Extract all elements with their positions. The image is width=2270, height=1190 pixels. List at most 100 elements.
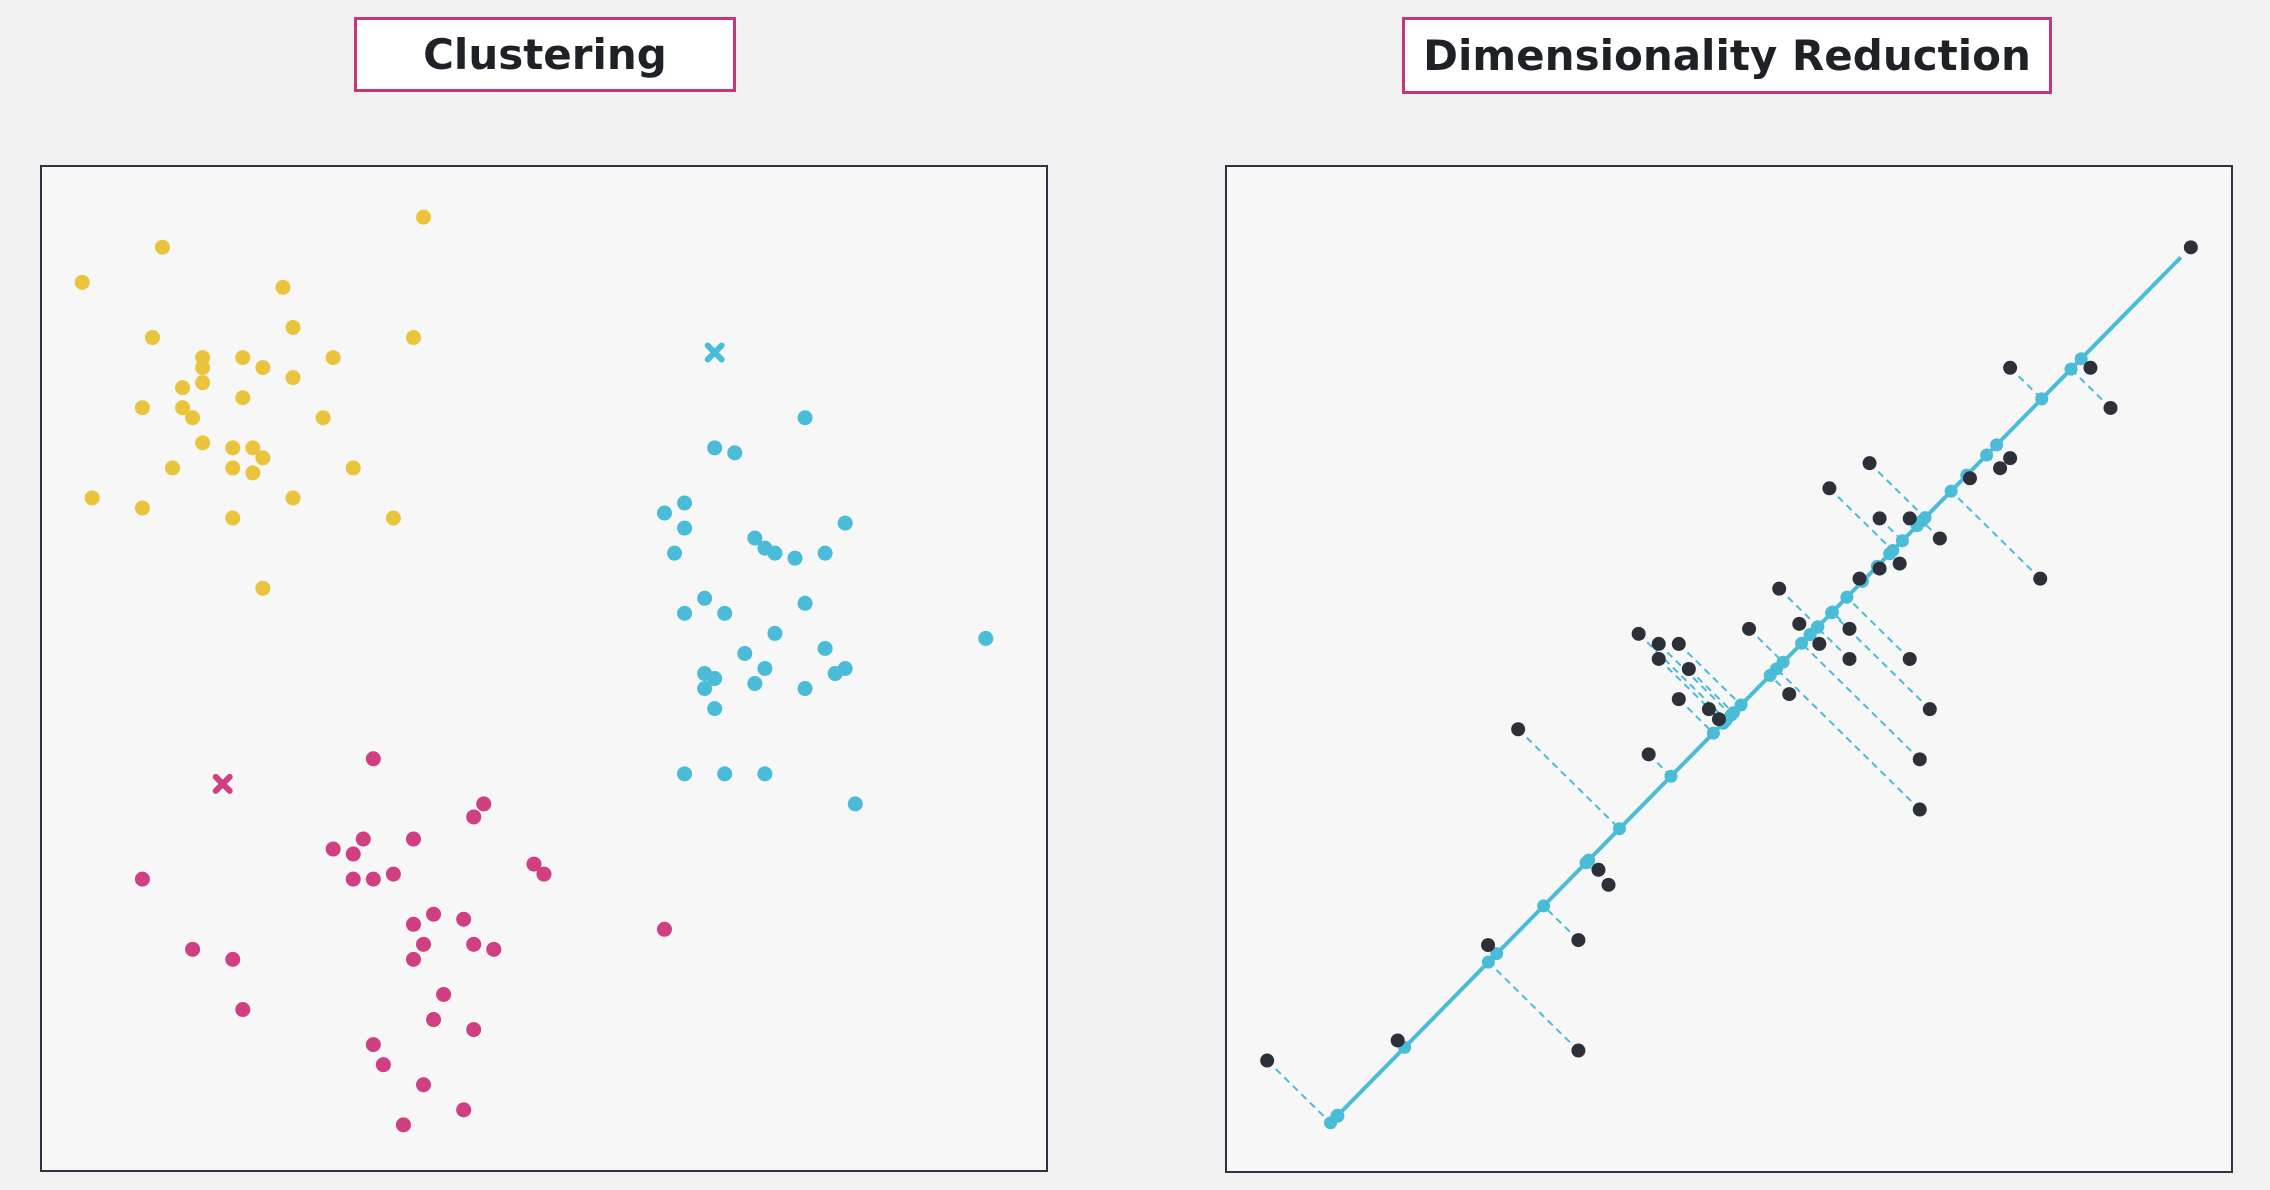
cyan-cluster-point bbox=[787, 550, 803, 566]
cyan-cluster-point bbox=[767, 625, 783, 641]
projection-connector bbox=[1800, 642, 1921, 761]
yellow-cluster-point bbox=[275, 279, 291, 295]
projection-connector bbox=[2009, 367, 2043, 400]
cyan-cluster-point bbox=[767, 545, 783, 561]
original-data-point bbox=[1932, 531, 1947, 546]
cyan-cluster-point bbox=[797, 595, 813, 611]
magenta-centroid-marker bbox=[212, 773, 233, 794]
projected-point bbox=[1990, 438, 2004, 452]
original-data-point bbox=[2183, 240, 2198, 255]
dimensionality-reduction-title-text: Dimensionality Reduction bbox=[1423, 31, 2031, 80]
magenta-cluster-point bbox=[436, 986, 452, 1002]
yellow-cluster-point bbox=[245, 465, 261, 481]
projected-point bbox=[1895, 534, 1909, 548]
yellow-cluster-point bbox=[245, 440, 261, 456]
cyan-cluster-point bbox=[757, 661, 773, 676]
original-data-point bbox=[1260, 1053, 1275, 1068]
cyan-cluster-point bbox=[707, 671, 723, 687]
original-data-point bbox=[1842, 651, 1857, 666]
cyan-cluster-point bbox=[797, 410, 813, 426]
magenta-cluster-point bbox=[526, 856, 542, 872]
original-data-point bbox=[1782, 687, 1797, 702]
original-data-point bbox=[1601, 877, 1616, 892]
projected-point bbox=[1490, 947, 1504, 961]
original-data-point bbox=[1641, 747, 1656, 762]
original-data-point bbox=[1571, 933, 1586, 948]
projected-point bbox=[1944, 484, 1958, 498]
cyan-cluster-point bbox=[817, 545, 833, 561]
projection-connector bbox=[1678, 643, 1742, 706]
yellow-cluster-point bbox=[225, 440, 241, 456]
cyan-cluster-point bbox=[677, 766, 693, 782]
projection-connector bbox=[1748, 628, 1784, 663]
magenta-cluster-point bbox=[345, 846, 361, 862]
yellow-cluster-point bbox=[235, 350, 251, 366]
yellow-cluster-point bbox=[134, 500, 150, 516]
original-data-point bbox=[2083, 360, 2098, 375]
magenta-cluster-point bbox=[325, 841, 341, 857]
yellow-cluster-point bbox=[225, 460, 241, 476]
projected-point bbox=[1582, 853, 1596, 867]
projected-point bbox=[1840, 590, 1854, 604]
yellow-cluster-point bbox=[385, 510, 401, 526]
magenta-cluster-point bbox=[416, 1077, 432, 1093]
projection-connector bbox=[1846, 596, 1911, 660]
projected-point bbox=[1664, 769, 1678, 783]
magenta-cluster-point bbox=[134, 871, 150, 887]
clustering-title: Clustering bbox=[354, 17, 736, 92]
original-data-point bbox=[1772, 581, 1787, 596]
cyan-cluster-point bbox=[707, 440, 723, 456]
original-data-point bbox=[1962, 471, 1977, 486]
yellow-cluster-point bbox=[235, 390, 251, 406]
original-data-point bbox=[1792, 616, 1807, 631]
original-data-point bbox=[1651, 651, 1666, 666]
projected-point bbox=[1918, 511, 1932, 525]
original-data-point bbox=[1711, 712, 1726, 727]
projection-line bbox=[1336, 255, 2183, 1118]
cyan-cluster-point bbox=[978, 630, 994, 646]
cyan-cluster-point bbox=[757, 766, 773, 782]
yellow-cluster-point bbox=[405, 330, 421, 346]
cyan-cluster-point bbox=[797, 681, 813, 697]
magenta-cluster-point bbox=[456, 1102, 472, 1118]
projection-connector bbox=[1542, 905, 1580, 941]
original-data-point bbox=[1852, 571, 1867, 586]
yellow-cluster-point bbox=[144, 330, 160, 346]
projection-connector bbox=[1658, 643, 1732, 716]
projected-point bbox=[1324, 1116, 1338, 1130]
original-data-point bbox=[2033, 571, 2048, 586]
clustering-title-text: Clustering bbox=[423, 30, 667, 79]
yellow-cluster-point bbox=[134, 400, 150, 416]
magenta-cluster-point bbox=[365, 751, 381, 767]
yellow-cluster-point bbox=[195, 360, 211, 376]
projection-connector bbox=[1517, 728, 1621, 830]
yellow-cluster-point bbox=[165, 460, 181, 476]
yellow-cluster-point bbox=[255, 580, 271, 596]
magenta-cluster-point bbox=[355, 831, 371, 847]
original-data-point bbox=[2103, 400, 2118, 415]
projection-connector bbox=[1816, 626, 1851, 660]
original-data-point bbox=[2003, 451, 2018, 466]
magenta-cluster-point bbox=[456, 911, 472, 927]
magenta-cluster-point bbox=[466, 936, 482, 952]
cyan-cluster-point bbox=[677, 495, 693, 511]
yellow-cluster-point bbox=[195, 435, 211, 451]
yellow-cluster-point bbox=[255, 450, 271, 466]
projected-point bbox=[1537, 899, 1551, 913]
cyan-cluster-point bbox=[677, 605, 693, 621]
original-data-point bbox=[1912, 802, 1927, 817]
magenta-cluster-point bbox=[235, 1002, 251, 1018]
cyan-cluster-point bbox=[697, 590, 713, 606]
cyan-cluster-point bbox=[656, 505, 672, 521]
cyan-cluster-point bbox=[727, 445, 743, 461]
magenta-cluster-point bbox=[185, 941, 201, 957]
projected-point bbox=[2035, 392, 2049, 406]
projection-connector bbox=[1868, 462, 1926, 519]
magenta-cluster-point bbox=[405, 916, 421, 932]
cyan-cluster-point bbox=[847, 796, 863, 812]
clustering-plot bbox=[74, 209, 994, 1133]
yellow-cluster-point bbox=[74, 274, 90, 290]
dimensionality-reduction-plot bbox=[1260, 240, 2198, 1130]
yellow-cluster-point bbox=[225, 510, 241, 526]
projected-point bbox=[1706, 726, 1720, 740]
